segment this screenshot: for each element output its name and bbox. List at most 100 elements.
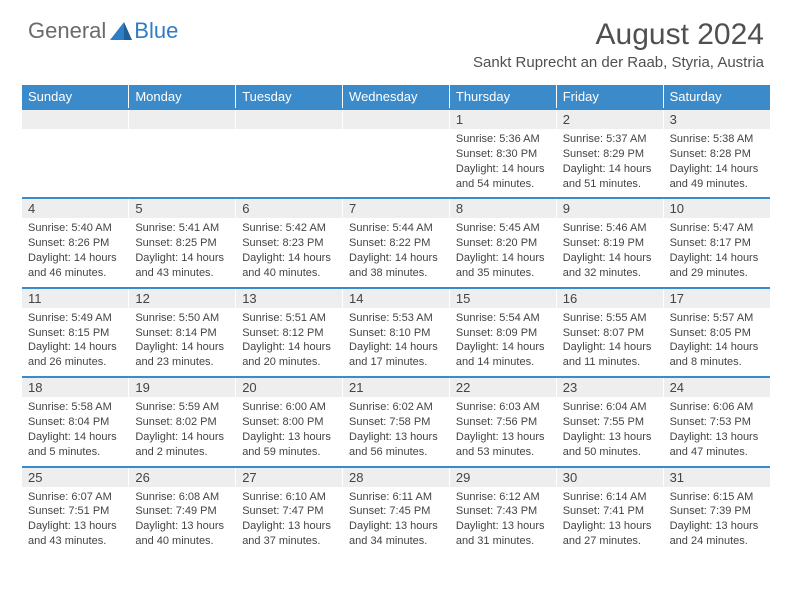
sunset-text: Sunset: 7:58 PM [349, 415, 443, 430]
day-detail-cell: Sunrise: 5:55 AMSunset: 8:07 PMDaylight:… [556, 308, 663, 377]
sunrise-text: Sunrise: 6:03 AM [456, 400, 550, 415]
day-number-cell: 5 [129, 198, 236, 218]
logo-text-general: General [28, 18, 106, 44]
day-detail-cell: Sunrise: 5:54 AMSunset: 8:09 PMDaylight:… [449, 308, 556, 377]
day-number-cell: 8 [449, 198, 556, 218]
daylight-text: Daylight: 14 hours and 20 minutes. [242, 340, 336, 370]
sunset-text: Sunset: 7:43 PM [456, 504, 550, 519]
day-number-row: 18192021222324 [22, 377, 770, 397]
sunrise-text: Sunrise: 5:36 AM [456, 132, 550, 147]
day-detail-row: Sunrise: 5:36 AMSunset: 8:30 PMDaylight:… [22, 129, 770, 198]
sunset-text: Sunset: 8:17 PM [670, 236, 764, 251]
day-detail-cell: Sunrise: 6:02 AMSunset: 7:58 PMDaylight:… [343, 397, 450, 466]
day-number-cell: 1 [449, 109, 556, 129]
daylight-text: Daylight: 14 hours and 29 minutes. [670, 251, 764, 281]
sunset-text: Sunset: 8:04 PM [28, 415, 122, 430]
day-detail-cell: Sunrise: 5:46 AMSunset: 8:19 PMDaylight:… [556, 218, 663, 287]
sunrise-text: Sunrise: 5:54 AM [456, 311, 550, 326]
daylight-text: Daylight: 13 hours and 31 minutes. [456, 519, 550, 549]
sunrise-text: Sunrise: 5:49 AM [28, 311, 122, 326]
day-detail-row: Sunrise: 5:58 AMSunset: 8:04 PM Daylight:… [22, 397, 770, 466]
logo-triangle-icon [110, 22, 132, 40]
sunrise-text: Sunrise: 6:12 AM [456, 490, 550, 505]
day-number-cell [236, 109, 343, 129]
sunset-text: Sunset: 8:09 PM [456, 326, 550, 341]
daylight-text: Daylight: 13 hours and 43 minutes. [28, 519, 122, 549]
day-number-cell: 17 [663, 288, 770, 308]
day-detail-cell: Sunrise: 5:42 AMSunset: 8:23 PMDaylight:… [236, 218, 343, 287]
sunrise-text: Sunrise: 5:50 AM [135, 311, 229, 326]
title-block: August 2024 Sankt Ruprecht an der Raab, … [473, 18, 764, 71]
daylight-text: Daylight: 14 hours and 43 minutes. [135, 251, 229, 281]
sunrise-text: Sunrise: 5:58 AM [28, 400, 122, 415]
day-detail-cell: Sunrise: 6:14 AMSunset: 7:41 PMDaylight:… [556, 487, 663, 555]
sunset-text: Sunset: 8:00 PM [242, 415, 336, 430]
day-number-cell: 28 [343, 467, 450, 487]
day-number-cell: 10 [663, 198, 770, 218]
day-of-week-row: Sunday Monday Tuesday Wednesday Thursday… [22, 85, 770, 109]
sunset-text: Sunset: 7:49 PM [135, 504, 229, 519]
dow-saturday: Saturday [663, 85, 770, 109]
sunrise-text: Sunrise: 5:57 AM [670, 311, 764, 326]
daylight-text: Daylight: 13 hours and 24 minutes. [670, 519, 764, 549]
sunrise-text: Sunrise: 5:41 AM [135, 221, 229, 236]
day-number-cell: 7 [343, 198, 450, 218]
day-number-cell: 21 [343, 377, 450, 397]
day-detail-cell: Sunrise: 5:44 AMSunset: 8:22 PMDaylight:… [343, 218, 450, 287]
sunset-text: Sunset: 8:07 PM [563, 326, 657, 341]
daylight-text: Daylight: 14 hours and 32 minutes. [563, 251, 657, 281]
dow-tuesday: Tuesday [236, 85, 343, 109]
sunset-text: Sunset: 8:25 PM [135, 236, 229, 251]
daylight-text: Daylight: 13 hours and 37 minutes. [242, 519, 336, 549]
daylight-text: Daylight: 13 hours and 34 minutes. [349, 519, 443, 549]
daylight-text: Daylight: 14 hours and 51 minutes. [563, 162, 657, 192]
day-detail-cell: Sunrise: 6:03 AMSunset: 7:56 PMDaylight:… [449, 397, 556, 466]
sunset-text: Sunset: 8:05 PM [670, 326, 764, 341]
day-number-cell: 6 [236, 198, 343, 218]
sunset-text: Sunset: 8:02 PM [135, 415, 229, 430]
sunrise-text: Sunrise: 6:07 AM [28, 490, 122, 505]
calendar-body: 123Sunrise: 5:36 AMSunset: 8:30 PMDaylig… [22, 109, 770, 555]
day-number-cell: 31 [663, 467, 770, 487]
sunset-text: Sunset: 7:51 PM [28, 504, 122, 519]
sunrise-text: Sunrise: 6:04 AM [563, 400, 657, 415]
day-detail-cell: Sunrise: 6:11 AMSunset: 7:45 PMDaylight:… [343, 487, 450, 555]
day-number-cell: 9 [556, 198, 663, 218]
day-detail-cell: Sunrise: 5:36 AMSunset: 8:30 PMDaylight:… [449, 129, 556, 198]
day-number-cell: 22 [449, 377, 556, 397]
sunset-text: Sunset: 8:23 PM [242, 236, 336, 251]
sunset-text: Sunset: 8:15 PM [28, 326, 122, 341]
day-number-cell: 4 [22, 198, 129, 218]
day-number-cell: 19 [129, 377, 236, 397]
daylight-text: Daylight: 13 hours and 53 minutes. [456, 430, 550, 460]
daylight-text: Daylight: 14 hours and 54 minutes. [456, 162, 550, 192]
dow-friday: Friday [556, 85, 663, 109]
day-detail-cell: Sunrise: 6:07 AMSunset: 7:51 PMDaylight:… [22, 487, 129, 555]
daylight-text: Daylight: 13 hours and 47 minutes. [670, 430, 764, 460]
sunrise-text: Sunrise: 5:59 AM [135, 400, 229, 415]
daylight-text: Daylight: 14 hours and 26 minutes. [28, 340, 122, 370]
sunset-text: Sunset: 8:22 PM [349, 236, 443, 251]
day-number-cell: 29 [449, 467, 556, 487]
day-detail-cell: Sunrise: 6:04 AMSunset: 7:55 PMDaylight:… [556, 397, 663, 466]
day-number-cell: 15 [449, 288, 556, 308]
daylight-text: Daylight: 14 hours and 8 minutes. [670, 340, 764, 370]
daylight-text: Daylight: 14 hours and 46 minutes. [28, 251, 122, 281]
sunrise-text: Sunrise: 5:47 AM [670, 221, 764, 236]
location-subtitle: Sankt Ruprecht an der Raab, Styria, Aust… [473, 54, 764, 71]
day-number-row: 11121314151617 [22, 288, 770, 308]
month-title: August 2024 [473, 18, 764, 52]
day-detail-cell: Sunrise: 5:50 AMSunset: 8:14 PMDaylight:… [129, 308, 236, 377]
sunset-text: Sunset: 8:20 PM [456, 236, 550, 251]
sunset-text: Sunset: 8:14 PM [135, 326, 229, 341]
sunset-text: Sunset: 8:19 PM [563, 236, 657, 251]
sunrise-text: Sunrise: 5:46 AM [563, 221, 657, 236]
daylight-text: Daylight: 13 hours and 59 minutes. [242, 430, 336, 460]
dow-wednesday: Wednesday [343, 85, 450, 109]
sunset-text: Sunset: 7:45 PM [349, 504, 443, 519]
daylight-text: Daylight: 14 hours and 11 minutes. [563, 340, 657, 370]
sunset-text: Sunset: 8:30 PM [456, 147, 550, 162]
daylight-text: Daylight: 14 hours and 2 minutes. [135, 430, 229, 460]
day-detail-cell [343, 129, 450, 198]
day-detail-cell: Sunrise: 6:06 AMSunset: 7:53 PMDaylight:… [663, 397, 770, 466]
